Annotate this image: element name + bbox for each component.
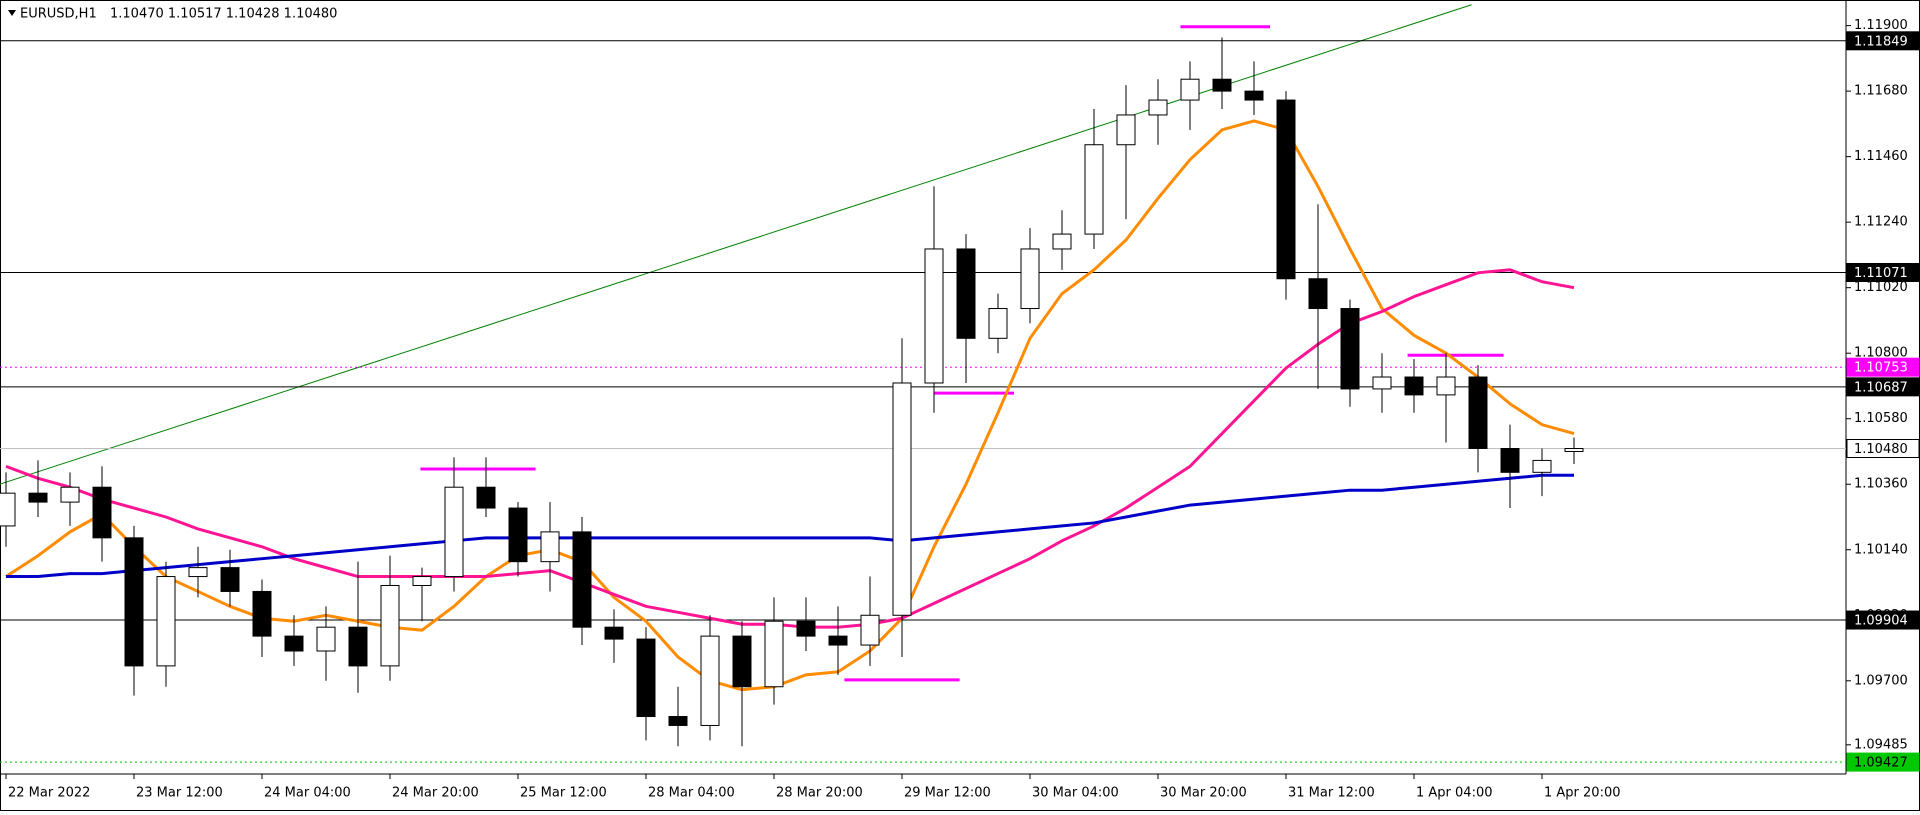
candle-body [284, 635, 304, 652]
x-tick-label: 25 Mar 12:00 [520, 786, 607, 801]
candle-body [1532, 459, 1552, 473]
candle-body [220, 567, 240, 592]
candle-body [1148, 99, 1168, 116]
candle-body [892, 382, 912, 616]
price-label: 1.11071 [1854, 266, 1908, 281]
candle-body [60, 486, 80, 503]
candle-body [0, 492, 16, 527]
y-tick-label: 1.10360 [1854, 477, 1908, 492]
y-tick-label: 1.10140 [1854, 542, 1908, 557]
candle-body [924, 248, 944, 384]
x-tick-label: 24 Mar 04:00 [264, 786, 351, 801]
candle-body [956, 248, 976, 339]
price-label-box [1846, 377, 1920, 397]
y-tick-label: 1.11460 [1854, 149, 1908, 164]
candle-body [572, 531, 592, 628]
x-tick-label: 31 Mar 12:00 [1288, 786, 1375, 801]
candle-body [316, 626, 336, 652]
candle-body [28, 492, 48, 503]
candle-body [700, 635, 720, 726]
candle-body [732, 635, 752, 688]
price-label-box [1846, 438, 1920, 458]
candle-body [1180, 78, 1200, 101]
candle-body [188, 567, 208, 578]
candle-body [1468, 376, 1488, 449]
candle-body [1372, 376, 1392, 390]
candle-body [92, 486, 112, 539]
x-tick-label: 28 Mar 04:00 [648, 786, 735, 801]
candle-body [1084, 144, 1104, 235]
candle-body [380, 584, 400, 667]
candle-body [1340, 308, 1360, 390]
candle-body [1052, 233, 1072, 250]
candle-body [1308, 278, 1328, 310]
x-tick-label: 30 Mar 20:00 [1160, 786, 1247, 801]
plot [0, 4, 1846, 763]
price-label: 1.10687 [1854, 380, 1908, 395]
candle-body [1020, 248, 1040, 310]
y-tick-label: 1.11240 [1854, 215, 1908, 230]
candle-body [476, 486, 496, 509]
x-tick-label: 24 Mar 20:00 [392, 786, 479, 801]
candle-body [668, 716, 688, 726]
price-label: 1.09427 [1854, 756, 1908, 771]
candle-body [1276, 99, 1296, 280]
candle-body [988, 308, 1008, 339]
x-tick-label: 28 Mar 20:00 [776, 786, 863, 801]
candle-body [1212, 78, 1232, 92]
candle-body [604, 626, 624, 640]
moving-average [6, 473, 1574, 579]
quote: 1.10470 1.10517 1.10428 1.10480 [110, 7, 337, 22]
y-tick-label: 1.09700 [1854, 673, 1908, 688]
candle-body [252, 590, 272, 637]
menu-arrow[interactable] [8, 10, 16, 16]
y-tick-label: 1.09485 [1854, 737, 1908, 752]
price-label-box [1846, 752, 1920, 772]
candle-body [1116, 114, 1136, 146]
y-tick-label: 1.10580 [1854, 411, 1908, 426]
y-tick-label: 1.11900 [1854, 18, 1908, 33]
candle-body [412, 576, 432, 586]
candle-body [124, 537, 144, 667]
y-tick-label: 1.11020 [1854, 280, 1908, 295]
price-label-box [1846, 31, 1920, 51]
x-tick-label: 22 Mar 2022 [8, 786, 90, 801]
candle-body [1404, 376, 1424, 396]
x-tick-label: 1 Apr 20:00 [1544, 786, 1621, 801]
price-label-box [1846, 610, 1920, 630]
price-label: 1.09904 [1854, 614, 1908, 629]
candle-body [540, 531, 560, 563]
candle-body [348, 626, 368, 667]
candle-body [796, 620, 816, 637]
candle-body [636, 638, 656, 718]
price-label: 1.11849 [1854, 34, 1908, 49]
candle-body [1436, 376, 1456, 396]
candle-body [508, 507, 528, 563]
symbol: EURUSD,H1 [20, 7, 97, 22]
y-tick-label: 1.10800 [1854, 346, 1908, 361]
x-tick-label: 30 Mar 04:00 [1032, 786, 1119, 801]
y-tick-label: 1.11680 [1854, 84, 1908, 99]
x-tick-label: 1 Apr 04:00 [1416, 786, 1493, 801]
candle-body [444, 486, 464, 578]
moving-average [5, 268, 1575, 629]
candle-body [156, 576, 176, 667]
candle-body [764, 620, 784, 688]
price-label: 1.10753 [1854, 361, 1908, 376]
candle-body [1500, 447, 1520, 473]
price-label-box [1846, 357, 1920, 377]
price-label-box [1846, 262, 1920, 282]
x-tick-label: 23 Mar 12:00 [136, 786, 223, 801]
price-label: 1.10480 [1854, 442, 1908, 457]
candle-body [1564, 447, 1584, 452]
candle-body [828, 635, 848, 646]
x-tick-label: 29 Mar 12:00 [904, 786, 991, 801]
candle-body [1244, 90, 1264, 101]
candle-body [860, 614, 880, 646]
